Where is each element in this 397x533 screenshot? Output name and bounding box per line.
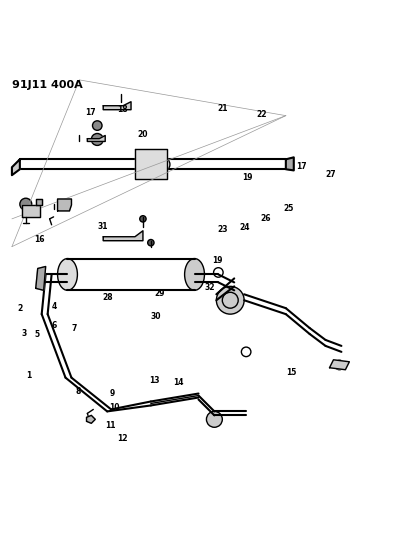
Text: 23: 23 <box>218 225 228 235</box>
Text: 13: 13 <box>149 376 159 385</box>
Text: 5: 5 <box>35 330 40 340</box>
Polygon shape <box>12 159 20 175</box>
Text: 12: 12 <box>117 433 127 442</box>
Text: 17: 17 <box>296 162 306 171</box>
Polygon shape <box>103 231 143 241</box>
Polygon shape <box>87 415 95 423</box>
Text: 24: 24 <box>239 223 249 232</box>
Text: 3: 3 <box>22 329 27 338</box>
Text: 21: 21 <box>218 104 228 113</box>
Circle shape <box>206 411 222 427</box>
Text: 16: 16 <box>34 235 44 244</box>
Polygon shape <box>36 199 42 205</box>
Text: 30: 30 <box>150 312 160 321</box>
Text: 15: 15 <box>286 368 296 377</box>
Text: 2: 2 <box>18 304 23 313</box>
Text: 8: 8 <box>75 387 81 396</box>
Circle shape <box>216 286 244 314</box>
Text: 25: 25 <box>284 205 294 213</box>
Circle shape <box>140 216 146 222</box>
Text: 19: 19 <box>212 256 223 265</box>
Circle shape <box>91 133 103 146</box>
Text: 17: 17 <box>85 108 96 117</box>
Circle shape <box>148 239 154 246</box>
Text: 14: 14 <box>173 378 183 387</box>
Polygon shape <box>135 149 167 179</box>
Ellipse shape <box>58 259 77 290</box>
Text: 19: 19 <box>242 173 252 182</box>
Text: 91J11 400A: 91J11 400A <box>12 80 83 90</box>
Polygon shape <box>286 157 294 171</box>
Text: 27: 27 <box>326 170 336 179</box>
Text: 32: 32 <box>204 282 215 292</box>
Text: 9: 9 <box>109 389 114 398</box>
Ellipse shape <box>185 259 204 290</box>
Text: 29: 29 <box>154 289 164 298</box>
Polygon shape <box>36 266 46 290</box>
Text: 26: 26 <box>260 214 270 223</box>
Text: 20: 20 <box>137 130 147 139</box>
Text: 22: 22 <box>256 110 266 119</box>
Circle shape <box>20 198 32 210</box>
Polygon shape <box>330 360 349 370</box>
Text: 11: 11 <box>105 421 116 430</box>
Text: 31: 31 <box>97 222 108 230</box>
Text: 7: 7 <box>71 324 77 333</box>
Text: 4: 4 <box>52 302 57 311</box>
Text: 10: 10 <box>109 403 119 412</box>
Circle shape <box>93 121 102 131</box>
Polygon shape <box>87 135 105 141</box>
Polygon shape <box>58 199 71 211</box>
Text: 18: 18 <box>117 105 128 114</box>
Text: 1: 1 <box>26 371 31 380</box>
Polygon shape <box>103 102 131 110</box>
Polygon shape <box>22 205 40 217</box>
Text: 28: 28 <box>102 293 113 302</box>
Text: 6: 6 <box>52 321 57 330</box>
